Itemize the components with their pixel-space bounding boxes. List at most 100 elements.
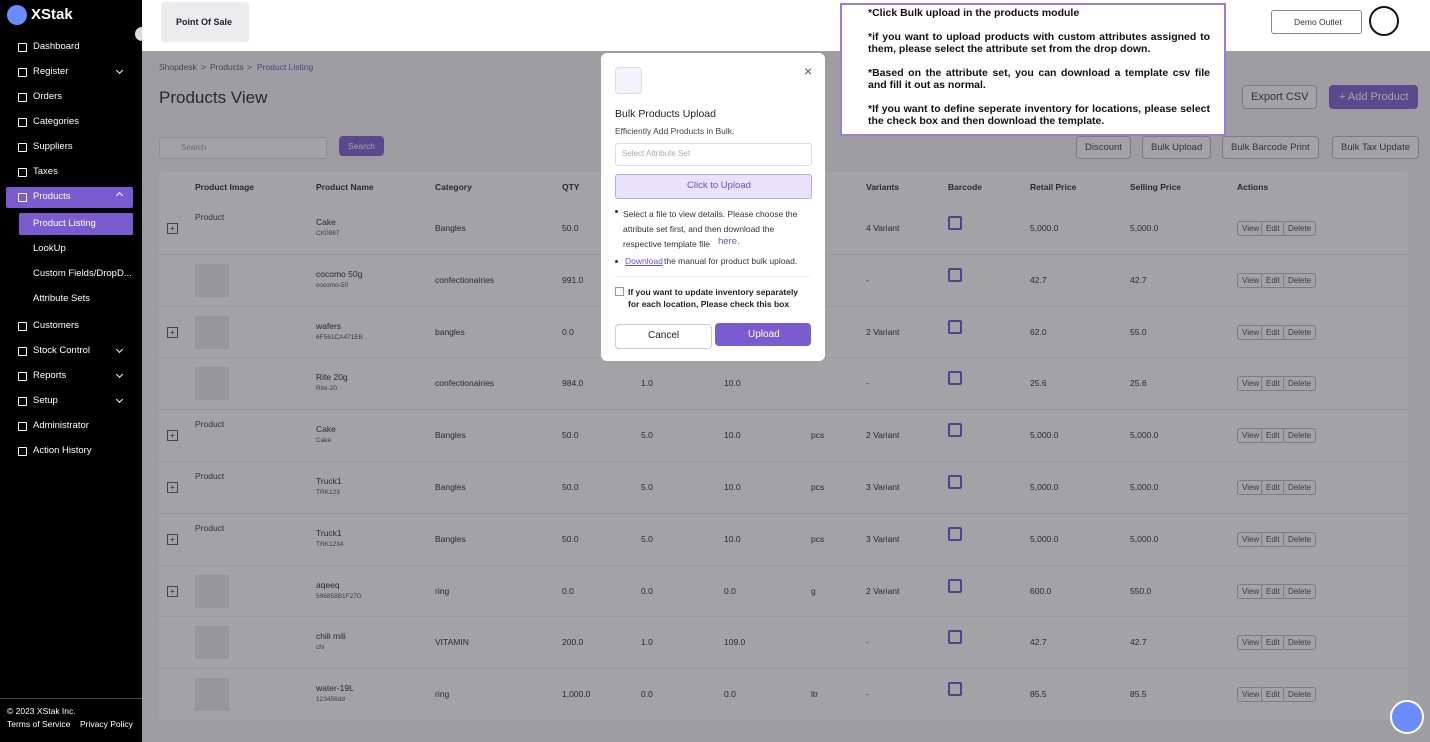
- nav-item[interactable]: Orders: [33, 91, 63, 102]
- price-cell: 42.7: [1030, 274, 1047, 285]
- table-cell: 991.0: [562, 274, 584, 285]
- barcode-icon[interactable]: [948, 526, 962, 541]
- nav-icon: [18, 118, 27, 127]
- attribute-select[interactable]: [615, 143, 812, 166]
- location-checkbox[interactable]: [615, 287, 624, 296]
- price-cell: 5,000.0: [1130, 533, 1159, 544]
- nav-item[interactable]: Suppliers: [33, 141, 73, 152]
- modal-subtitle: Efficiently Add Products in Bulk.: [615, 126, 735, 136]
- toolbar-button[interactable]: Bulk Upload: [1142, 136, 1212, 159]
- toolbar-button[interactable]: Bulk Barcode Print: [1222, 136, 1319, 159]
- module-switch[interactable]: [161, 2, 249, 42]
- barcode-icon[interactable]: [948, 319, 962, 334]
- nav-item[interactable]: Customers: [33, 320, 79, 331]
- nav-item[interactable]: Reports: [33, 370, 67, 381]
- product-code: TRK123: [316, 489, 340, 496]
- barcode-icon[interactable]: [948, 578, 962, 593]
- expand-toggle[interactable]: +: [167, 585, 178, 597]
- nav-icon: [18, 93, 27, 102]
- subnav-active-bg: [19, 213, 133, 235]
- subnav-item[interactable]: Attribute Sets: [33, 293, 91, 304]
- row-action[interactable]: Delete: [1283, 272, 1317, 288]
- table-cell: -: [866, 637, 869, 648]
- subnav-item[interactable]: Product Listing: [33, 218, 96, 229]
- expand-toggle[interactable]: +: [167, 533, 178, 545]
- nav-icon: [18, 447, 27, 456]
- cancel-button[interactable]: [615, 324, 712, 349]
- upload-area[interactable]: [615, 174, 812, 199]
- row-action[interactable]: Delete: [1283, 687, 1317, 703]
- export-button[interactable]: Export CSV: [1242, 85, 1318, 109]
- table-cell: VITAMIN: [435, 637, 469, 648]
- barcode-icon[interactable]: [948, 371, 962, 386]
- toolbar-button[interactable]: Bulk Tax Update: [1332, 136, 1420, 159]
- price-cell: 550.0: [1130, 585, 1152, 596]
- row-action[interactable]: Delete: [1283, 583, 1317, 599]
- breadcrumb-1[interactable]: Shopdesk: [159, 62, 197, 72]
- template-link[interactable]: here.: [718, 236, 740, 247]
- table-cell: 2 Variant: [866, 326, 900, 337]
- row-action[interactable]: Delete: [1283, 376, 1317, 392]
- row-action[interactable]: View: [1237, 376, 1265, 392]
- close-button[interactable]: ×: [804, 63, 813, 79]
- product-thumbnail: [195, 574, 229, 608]
- outlet-select[interactable]: [1271, 10, 1362, 34]
- barcode-icon[interactable]: [948, 630, 962, 645]
- product-code: chi: [316, 644, 325, 652]
- nav-item[interactable]: Categories: [33, 116, 79, 127]
- nav-item[interactable]: Dashboard: [33, 41, 80, 52]
- row-action[interactable]: Edit: [1261, 221, 1285, 236]
- row-action[interactable]: Delete: [1283, 480, 1317, 495]
- price-cell: 62.0: [1030, 326, 1047, 337]
- product-name: chili mili: [316, 631, 346, 642]
- subnav-item[interactable]: Custom Fields/DropD...: [33, 268, 132, 279]
- help-widget[interactable]: [1390, 700, 1424, 734]
- nav-item[interactable]: Taxes: [33, 166, 58, 177]
- table-cell: 4 Variant: [866, 223, 900, 233]
- user-avatar[interactable]: [1369, 6, 1399, 36]
- search-button[interactable]: Search: [339, 136, 384, 156]
- row-action[interactable]: View: [1237, 272, 1265, 288]
- product-name: water-19L: [316, 683, 354, 694]
- terms-link[interactable]: Terms of Service: [7, 719, 71, 729]
- row-action[interactable]: Edit: [1261, 324, 1285, 340]
- row-action[interactable]: Delete: [1283, 531, 1317, 547]
- barcode-icon[interactable]: [948, 216, 962, 230]
- nav-item[interactable]: Action History: [33, 445, 92, 456]
- upload-button[interactable]: [715, 323, 811, 346]
- outlet-name: Demo Outlet: [1294, 17, 1342, 27]
- nav-item[interactable]: Products: [33, 191, 71, 202]
- toolbar-button[interactable]: Discount: [1076, 136, 1131, 159]
- manual-link[interactable]: Download: [625, 256, 663, 266]
- row-action[interactable]: Delete: [1283, 324, 1317, 340]
- nav-item[interactable]: Stock Control: [33, 345, 91, 356]
- privacy-link[interactable]: Privacy Policy: [80, 719, 133, 729]
- add-product-button[interactable]: + Add Product: [1329, 85, 1419, 109]
- subnav-item[interactable]: LookUp: [33, 243, 66, 254]
- expand-toggle[interactable]: +: [167, 482, 178, 493]
- nav-item[interactable]: Administrator: [33, 420, 89, 431]
- expand-toggle[interactable]: +: [167, 326, 178, 338]
- image-alt: Product: [195, 419, 225, 430]
- expand-toggle[interactable]: +: [167, 223, 178, 234]
- image-alt: Product: [195, 471, 225, 481]
- barcode-icon[interactable]: [948, 423, 962, 438]
- nav-icon: [18, 372, 27, 381]
- row-action[interactable]: View: [1237, 531, 1265, 547]
- breadcrumb-2[interactable]: Products: [210, 62, 244, 72]
- expand-toggle[interactable]: +: [167, 430, 178, 442]
- barcode-icon[interactable]: [948, 267, 962, 282]
- nav-item[interactable]: Register: [33, 66, 69, 77]
- row-action[interactable]: View: [1237, 324, 1265, 340]
- barcode-icon[interactable]: [948, 682, 962, 697]
- row-action[interactable]: Delete: [1283, 428, 1317, 444]
- search-input[interactable]: [159, 137, 327, 159]
- table-cell: 10.0: [724, 482, 741, 492]
- row-action[interactable]: Delete: [1283, 635, 1317, 651]
- nav-item[interactable]: Setup: [33, 395, 58, 406]
- copyright: © 2023 XStak Inc.: [7, 706, 76, 716]
- barcode-icon[interactable]: [948, 475, 962, 489]
- row-action[interactable]: Delete: [1283, 221, 1317, 236]
- row-divider: [159, 409, 1408, 411]
- price-cell: 5,000.0: [1030, 223, 1059, 233]
